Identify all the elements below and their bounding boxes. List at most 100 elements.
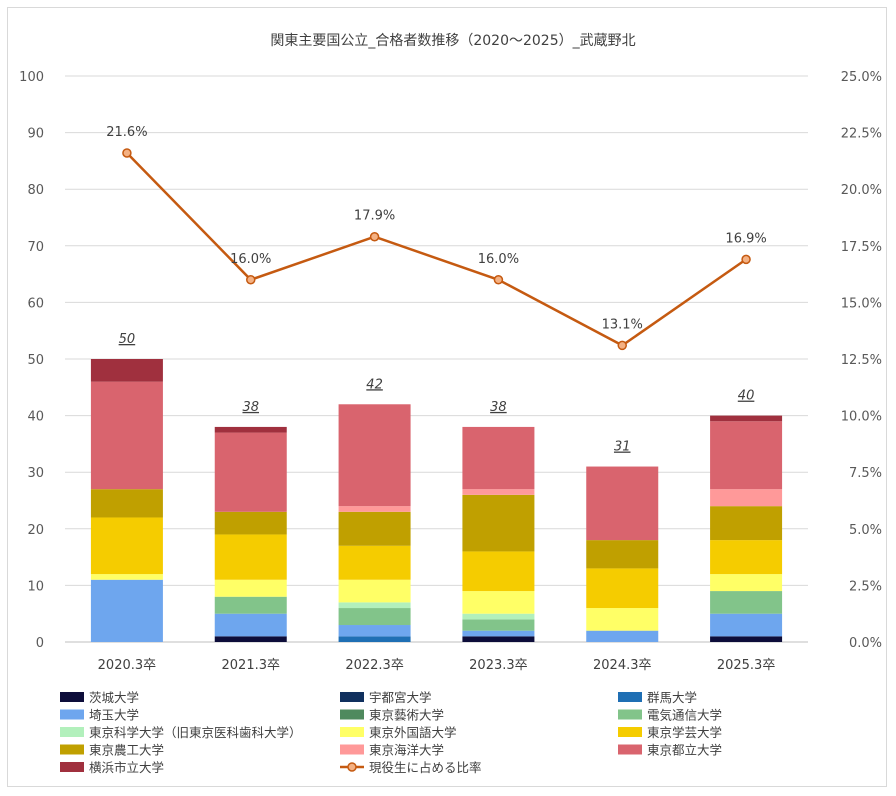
- bar-segment: [710, 636, 783, 642]
- legend-swatch: [618, 744, 642, 755]
- bar-segment: [90, 359, 163, 382]
- y-right-tick-label: 12.5%: [841, 353, 882, 368]
- bar-segment: [586, 608, 659, 631]
- ratio-data-label: 17.9%: [354, 209, 395, 224]
- y-left-tick-label: 40: [27, 410, 44, 425]
- bar-segment: [462, 551, 535, 592]
- bar-segment: [90, 489, 163, 518]
- y-right-tick-label: 5.0%: [849, 523, 882, 538]
- bar-segment: [214, 432, 287, 512]
- y-left-tick-label: 50: [27, 353, 44, 368]
- y-right-tick-label: 10.0%: [841, 410, 882, 425]
- x-category-label: 2021.3卒: [222, 658, 281, 673]
- x-category-label: 2020.3卒: [98, 658, 157, 673]
- bar-total-label: 50: [119, 332, 136, 347]
- bar-segment: [214, 511, 287, 535]
- legend-swatch: [618, 692, 642, 702]
- ratio-line: [126, 152, 747, 347]
- bar-segment: [214, 596, 287, 614]
- bar-segment: [338, 579, 411, 603]
- legend-label: 電気通信大学: [647, 708, 722, 723]
- bar-segment: [338, 625, 411, 637]
- x-category-label: 2022.3卒: [345, 658, 404, 673]
- y-right-tick-label: 22.5%: [841, 127, 882, 142]
- legend-label: 東京海洋大学: [369, 743, 444, 758]
- bar-segment: [338, 636, 411, 642]
- ratio-data-label: 13.1%: [602, 317, 643, 332]
- chart-title: 関東主要国公立_合格者数推移（2020～2025）_武蔵野北: [270, 33, 635, 49]
- y-right-tick-label: 7.5%: [849, 466, 882, 481]
- bar-segment: [462, 619, 535, 631]
- bar-segment: [90, 381, 163, 490]
- y-right-tick-label: 17.5%: [841, 240, 882, 255]
- ratio-point: [741, 254, 751, 265]
- ratio-data-label: 16.0%: [230, 252, 271, 267]
- y-left-tick-label: 60: [27, 296, 44, 311]
- legend-label: 東京科学大学（旧東京医科歯科大学）: [89, 725, 302, 740]
- bar-segment: [214, 534, 287, 580]
- legend-label: 東京学芸大学: [647, 725, 722, 740]
- legend-swatch: [60, 744, 84, 755]
- ratio-point: [246, 275, 256, 285]
- legend-label: 東京藝術大学: [369, 708, 444, 723]
- legend-label: 茨城大学: [89, 690, 139, 705]
- y-left-tick-label: 80: [27, 183, 44, 198]
- bar-segment: [338, 608, 411, 626]
- x-category-label: 2024.3卒: [593, 658, 652, 673]
- x-category-label: 2023.3卒: [469, 658, 528, 673]
- bar-segment: [586, 568, 659, 609]
- y-right-tick-label: 2.5%: [849, 579, 882, 594]
- bar-segment: [710, 415, 783, 422]
- legend-swatch: [60, 727, 84, 737]
- bar-segment: [710, 421, 783, 490]
- bar-segment: [214, 579, 287, 597]
- bar-total-label: 31: [614, 440, 631, 455]
- y-right-tick-label: 25.0%: [841, 70, 882, 85]
- bar-segment: [710, 574, 783, 592]
- bar-segment: [462, 613, 535, 620]
- bar-segment: [462, 489, 535, 495]
- bar-segment: [710, 506, 783, 541]
- bar-segment: [710, 540, 783, 575]
- bar-segment: [462, 426, 535, 490]
- bar-segment: [338, 545, 411, 580]
- ratio-data-label: 21.6%: [106, 125, 147, 140]
- bar-segment: [586, 540, 659, 569]
- bar-segment: [586, 466, 659, 541]
- legend-swatch: [60, 762, 84, 772]
- bar-segment: [338, 511, 411, 546]
- y-right-tick-label: 20.0%: [841, 183, 882, 198]
- bar-segment: [90, 574, 163, 580]
- y-left-tick-label: 70: [27, 240, 44, 255]
- legend-swatch: [60, 709, 84, 720]
- bar-segment: [462, 630, 535, 637]
- y-left-tick-label: 100: [19, 70, 44, 85]
- bar-total-label: 42: [366, 377, 383, 392]
- legend-marker: [347, 762, 357, 772]
- bar-total-label: 38: [242, 400, 259, 415]
- y-left-tick-label: 0: [36, 636, 44, 651]
- y-left-tick-label: 20: [27, 523, 44, 538]
- bar-segment: [214, 426, 287, 433]
- legend-label: 現役生に占める比率: [369, 760, 482, 775]
- ratio-point: [122, 148, 132, 158]
- legend-label: 東京農工大学: [89, 743, 164, 758]
- bar-segment: [338, 506, 411, 512]
- chart-canvas: 関東主要国公立_合格者数推移（2020～2025）_武蔵野北 0 10 20 30 40…: [19, 33, 882, 775]
- legend-label: 横浜市立大学: [89, 760, 164, 775]
- y-left-tick-label: 10: [27, 579, 44, 594]
- legend-label: 宇都宮大学: [369, 690, 432, 705]
- bar-segment: [338, 602, 411, 609]
- legend-swatch: [340, 727, 364, 737]
- bar-segment: [214, 636, 287, 642]
- y-left-tick-label: 90: [27, 127, 44, 142]
- legend-label: 埼玉大学: [89, 708, 139, 723]
- legend-swatch: [60, 692, 84, 702]
- ratio-point: [617, 340, 627, 351]
- x-category-label: 2025.3卒: [717, 658, 776, 673]
- y-right-tick-label: 0.0%: [849, 636, 882, 651]
- legend-label: 東京都立大学: [647, 743, 722, 758]
- bar-segment: [462, 636, 535, 642]
- bar-segment: [710, 613, 783, 637]
- legend-swatch: [340, 709, 364, 720]
